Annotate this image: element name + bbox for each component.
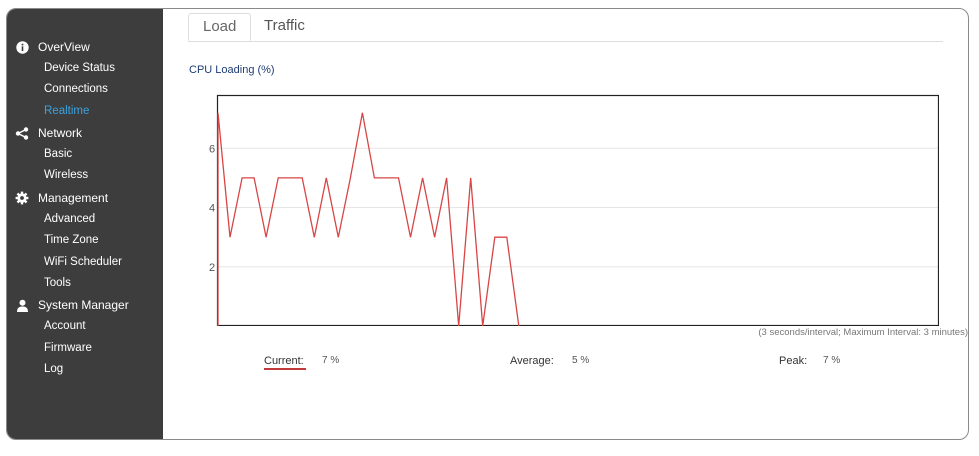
sidebar-item-device-status[interactable]: Device Status [44, 62, 115, 74]
sidebar-group-system-manager[interactable]: System Manager [15, 298, 129, 312]
average-value: 5 % [572, 355, 590, 366]
y-tick-label: 4 [209, 203, 215, 215]
y-tick-label: 6 [209, 143, 215, 155]
sidebar-group-label: Management [38, 191, 109, 205]
y-tick-label: 2 [209, 262, 215, 274]
tab-traffic[interactable]: Traffic [264, 17, 305, 34]
cpu-loading-chart: 2 4 6 [209, 94, 939, 326]
sidebar-item-tools[interactable]: Tools [44, 277, 71, 289]
tab-bar: Load Traffic [188, 13, 943, 42]
sidebar-group-label: OverView [38, 40, 90, 54]
current-label[interactable]: Current: [264, 355, 304, 367]
plot-area [216, 94, 939, 326]
sidebar-item-account[interactable]: Account [44, 320, 86, 332]
sidebar-group-label: System Manager [38, 298, 129, 312]
sidebar-group-network[interactable]: Network [15, 126, 82, 140]
peak-value: 7 % [823, 355, 841, 366]
user-icon [15, 298, 29, 312]
app-frame: OverView Device Status Connections Realt… [6, 8, 969, 440]
gear-icon [15, 191, 29, 205]
sidebar-item-connections[interactable]: Connections [44, 83, 108, 95]
sidebar-item-realtime[interactable]: Realtime [44, 105, 90, 117]
sidebar-group-management[interactable]: Management [15, 191, 108, 205]
sidebar: OverView Device Status Connections Realt… [7, 9, 163, 439]
interval-note: (3 seconds/interval; Maximum Interval: 3… [758, 327, 968, 338]
share-icon [15, 126, 29, 140]
main-content: Load Traffic CPU Loading (%) 2 4 6 (3 seco… [163, 9, 968, 439]
sidebar-item-wireless[interactable]: Wireless [44, 169, 89, 181]
tab-load[interactable]: Load [188, 13, 252, 41]
average-label: Average: [510, 355, 554, 367]
sidebar-group-overview[interactable]: OverView [15, 40, 90, 54]
sidebar-item-time-zone[interactable]: Time Zone [44, 234, 99, 246]
sidebar-item-basic[interactable]: Basic [44, 148, 73, 160]
sidebar-group-label: Network [38, 126, 83, 140]
sidebar-item-log[interactable]: Log [44, 363, 64, 375]
info-icon [15, 40, 29, 54]
sidebar-item-wifi-scheduler[interactable]: WiFi Scheduler [44, 256, 122, 268]
chart-title: CPU Loading (%) [189, 64, 275, 76]
peak-label: Peak: [779, 355, 808, 367]
current-underline [264, 368, 306, 370]
cpu-series-line [217, 112, 520, 326]
sidebar-item-firmware[interactable]: Firmware [44, 342, 92, 354]
sidebar-item-advanced[interactable]: Advanced [44, 213, 96, 225]
current-value: 7 % [322, 355, 340, 366]
